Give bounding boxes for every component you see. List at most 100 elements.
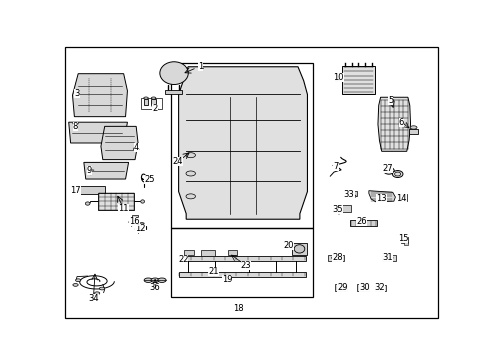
Ellipse shape (73, 284, 78, 286)
Text: 6: 6 (398, 118, 403, 127)
Text: 9: 9 (87, 166, 92, 175)
Ellipse shape (409, 126, 416, 129)
Text: 12: 12 (135, 224, 145, 233)
Text: 17: 17 (70, 186, 81, 195)
Polygon shape (178, 67, 307, 219)
Bar (227, 250, 237, 255)
Text: 18: 18 (233, 304, 244, 313)
Bar (98, 193, 134, 210)
Ellipse shape (348, 194, 355, 198)
Text: 9: 9 (87, 166, 92, 175)
Bar (349, 220, 376, 226)
Text: 20: 20 (283, 240, 293, 249)
Ellipse shape (399, 195, 405, 200)
Text: 11: 11 (118, 204, 129, 213)
Bar (178, 256, 305, 261)
Ellipse shape (141, 200, 144, 203)
Text: 33: 33 (343, 190, 354, 199)
Text: 23: 23 (240, 261, 251, 270)
Text: 13: 13 (375, 194, 386, 203)
Bar (334, 284, 346, 291)
Bar (327, 255, 344, 261)
Text: 7: 7 (332, 162, 338, 171)
Text: 24: 24 (172, 157, 183, 166)
Text: 22: 22 (178, 256, 188, 265)
Text: 32: 32 (373, 283, 384, 292)
Ellipse shape (185, 153, 195, 158)
Text: 16: 16 (129, 217, 139, 226)
Text: 29: 29 (336, 283, 347, 292)
Bar (79, 186, 105, 194)
Text: 18: 18 (233, 304, 244, 313)
Text: 14: 14 (395, 194, 406, 203)
Text: 30: 30 (358, 283, 369, 292)
Text: 29: 29 (336, 283, 347, 292)
Bar (408, 129, 417, 134)
Text: 21: 21 (208, 267, 218, 276)
Text: 31: 31 (382, 253, 392, 262)
Text: 1: 1 (198, 62, 203, 71)
Text: 12: 12 (135, 224, 145, 233)
Text: 31: 31 (382, 253, 392, 262)
Text: 4: 4 (133, 143, 139, 152)
Text: 27: 27 (382, 164, 392, 173)
Polygon shape (84, 162, 128, 179)
Ellipse shape (85, 202, 90, 205)
Text: 13: 13 (375, 194, 386, 203)
Text: 25: 25 (144, 175, 154, 184)
Text: 23: 23 (240, 261, 251, 270)
Text: 30: 30 (358, 283, 369, 292)
Ellipse shape (391, 171, 402, 177)
Bar (143, 99, 148, 105)
Text: 7: 7 (332, 162, 338, 171)
Bar (403, 242, 407, 245)
Text: 36: 36 (149, 283, 160, 292)
Text: 2: 2 (152, 104, 158, 113)
Ellipse shape (151, 278, 159, 283)
Text: 20: 20 (283, 240, 293, 249)
Ellipse shape (294, 245, 304, 253)
Text: 35: 35 (332, 205, 343, 214)
Bar (141, 98, 161, 109)
Text: 6: 6 (398, 118, 403, 127)
Text: 19: 19 (222, 275, 232, 284)
Text: 26: 26 (355, 217, 366, 226)
Bar (357, 284, 368, 291)
Ellipse shape (158, 278, 166, 283)
Text: 22: 22 (178, 256, 188, 265)
Text: 27: 27 (382, 164, 392, 173)
Text: 34: 34 (88, 294, 99, 303)
Text: 28: 28 (332, 253, 343, 262)
Polygon shape (101, 126, 138, 159)
Bar (164, 90, 182, 94)
Ellipse shape (94, 292, 100, 294)
Bar (335, 207, 339, 210)
Text: 5: 5 (387, 95, 393, 104)
Text: 26: 26 (355, 217, 366, 226)
Ellipse shape (144, 278, 152, 283)
Bar (171, 228, 312, 297)
Text: 21: 21 (208, 267, 218, 276)
Text: 4: 4 (133, 143, 139, 152)
Ellipse shape (151, 97, 156, 99)
Text: 8: 8 (73, 122, 78, 131)
Bar (382, 255, 395, 261)
Text: 25: 25 (144, 175, 154, 184)
Text: 5: 5 (387, 95, 393, 104)
Text: 1: 1 (198, 62, 203, 71)
Text: 35: 35 (332, 205, 343, 214)
Bar (201, 250, 214, 256)
Text: 33: 33 (343, 190, 354, 199)
Text: 16: 16 (129, 217, 139, 226)
Ellipse shape (143, 97, 148, 99)
Text: 34: 34 (88, 294, 99, 303)
Polygon shape (377, 97, 410, 151)
Bar (151, 99, 156, 105)
Bar (342, 66, 374, 94)
Text: 10: 10 (333, 72, 343, 81)
Text: 28: 28 (332, 253, 343, 262)
Text: 19: 19 (222, 275, 232, 284)
Polygon shape (72, 74, 127, 117)
Bar (292, 243, 306, 255)
Ellipse shape (185, 171, 195, 176)
